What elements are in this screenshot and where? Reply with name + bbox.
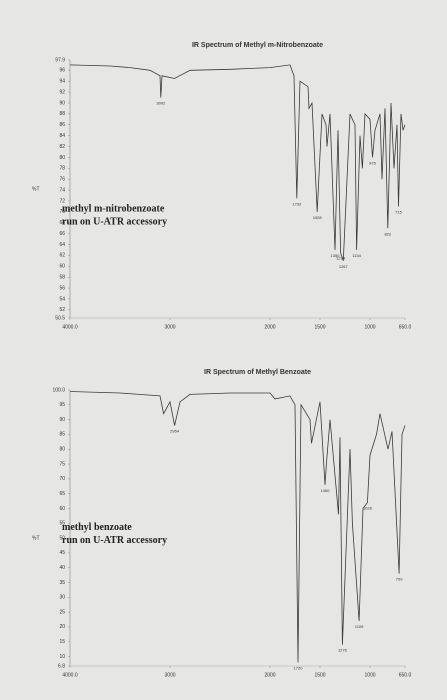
y-tick-label: 62 [59,253,65,259]
y-tick-label: 68 [59,220,65,226]
y-axis-label: %T [32,535,40,541]
x-tick-label: 1500 [314,672,325,678]
y-tick-label: 76 [59,177,65,183]
y-tick-label: 70 [59,476,65,482]
peak-label: 1528 [313,215,323,220]
chart-title: IR Spectrum of Methyl m-Nitrobenzoate [192,42,323,49]
y-tick-label: 54 [59,296,65,302]
y-tick-label: 30 [59,595,65,601]
peak-label: 3092 [156,101,166,106]
x-tick-label: 3000 [164,672,175,678]
y-tick-label: 6.8 [58,663,65,669]
y-tick-label: 100.0 [52,387,65,393]
peak-label: 1450 [321,488,331,493]
y-tick-label: 65 [59,491,65,497]
y-tick-label: 10 [59,654,65,660]
y-tick-label: 56 [59,285,65,291]
y-tick-label: 35 [59,580,65,586]
spectrum-line [69,391,406,663]
y-tick-label: 85 [59,432,65,438]
peak-label: 2954 [170,429,180,434]
y-tick-label: 90 [59,417,65,423]
x-tick-label: 1500 [314,324,325,330]
x-tick-label: 650.0 [399,672,412,678]
x-tick-label: 650.0 [399,324,412,330]
y-tick-label: 72 [59,198,65,204]
peak-label: 1109 [355,624,364,629]
y-tick-label: 78 [59,166,65,172]
y-tick-label: 74 [59,187,65,193]
y-tick-label: 45 [59,550,65,556]
x-tick-label: 3000 [164,324,175,330]
y-tick-label: 94 [59,79,65,85]
y-tick-label: 15 [59,639,65,645]
y-tick-label: 75 [59,461,65,467]
peak-label: 715 [395,209,402,214]
y-tick-label: 52 [59,307,65,313]
y-tick-label: 86 [59,122,65,128]
peak-label: 1276 [338,648,348,653]
peak-label: 1350 [331,253,341,258]
y-tick-label: 95 [59,402,65,408]
y-tick-label: 90 [59,100,65,106]
annotation: methyl benzoate run on U-ATR accessory [62,522,167,546]
x-tick-label: 4000.0 [62,672,78,678]
y-tick-label: 60 [59,506,65,512]
y-tick-label: 96 [59,68,65,74]
y-tick-label: 58 [59,275,65,281]
y-tick-label: 50 [59,535,65,541]
y-axis-label: %T [32,186,40,192]
x-tick-label: 2000 [264,672,275,678]
y-tick-label: 70 [59,209,65,215]
spectrum-line [69,64,406,261]
y-tick-label: 92 [59,89,65,95]
y-tick-label: 50.5 [55,315,65,321]
chart-title: IR Spectrum of Methyl Benzoate [204,369,311,376]
annotation: methyl m-nitrobenzoate run on U-ATR acces… [62,204,167,228]
peak-label: 1720 [294,666,304,671]
y-tick-label: 66 [59,231,65,237]
y-tick-label: 97.9 [55,57,65,63]
y-tick-label: 88 [59,111,65,117]
peak-label: 1267 [339,264,349,269]
y-tick-label: 64 [59,242,65,248]
y-tick-label: 60 [59,264,65,270]
y-tick-label: 80 [59,155,65,161]
x-tick-label: 2000 [264,324,275,330]
x-tick-label: 4000.0 [62,324,78,330]
peak-label: 1026 [363,506,373,511]
y-tick-label: 55 [59,521,65,527]
peak-label: 1294 [336,256,346,261]
x-tick-label: 1000 [364,672,375,678]
y-tick-label: 80 [59,447,65,453]
y-tick-label: 40 [59,565,65,571]
y-tick-label: 84 [59,133,65,139]
y-tick-label: 20 [59,624,65,630]
peak-label: 709 [396,577,403,582]
peak-label: 1134 [352,253,361,258]
y-tick-label: 82 [59,144,65,150]
x-tick-label: 1000 [364,324,375,330]
peak-label: 822 [384,231,391,236]
peak-label: 975 [369,160,376,165]
y-tick-label: 25 [59,609,65,615]
peak-label: 1732 [292,201,302,206]
